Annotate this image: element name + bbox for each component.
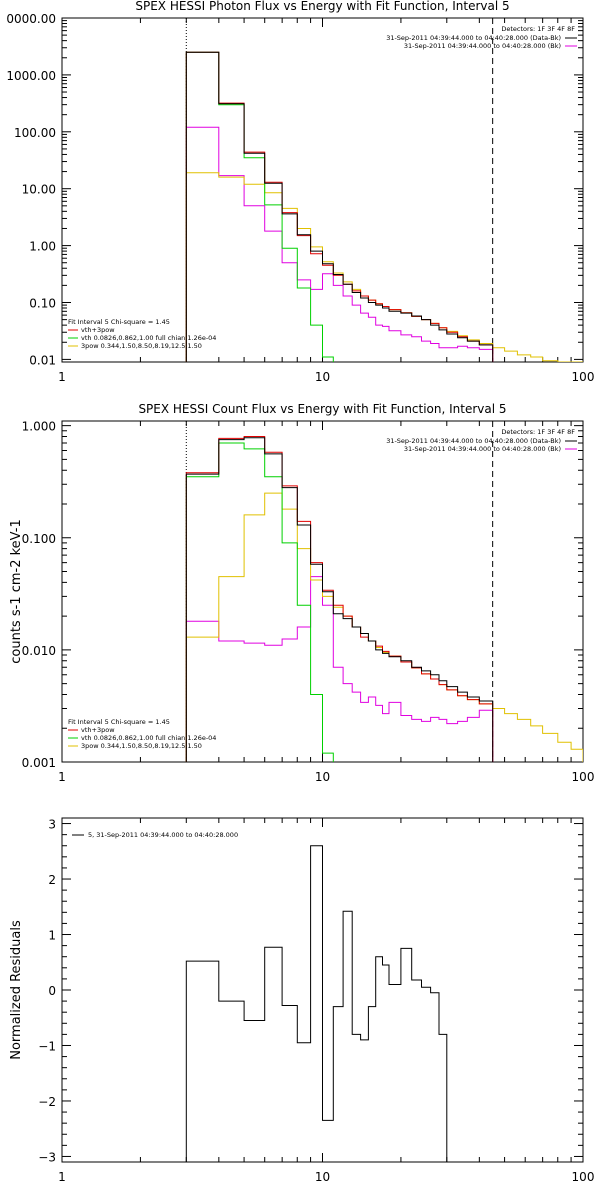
y-tick-label: 2	[48, 873, 56, 887]
y-tick-label: 0.01	[29, 353, 56, 367]
y-tick-label: 0.001	[22, 756, 56, 770]
legend-entry: 31-Sep-2011 04:39:44.000 to 04:40:28.000…	[404, 445, 561, 453]
fit-info-header: Fit Interval 5 Chi-square = 1.45	[68, 718, 170, 726]
series-group	[185, 51, 583, 362]
series-vth	[185, 442, 334, 762]
y-tick-label: 0.10	[29, 296, 56, 310]
y-axis-label: Normalized Residuals	[9, 920, 24, 1060]
fit-info-line: vth+3pow	[81, 326, 115, 334]
legend-header: Detectors: 1F 3F 4F 8F	[501, 428, 575, 436]
series-vth-3pow	[185, 51, 494, 362]
x-tick-label: 1	[58, 370, 66, 384]
legend-entry: 31-Sep-2011 04:39:44.000 to 04:40:28.000…	[386, 437, 561, 445]
chart-title: SPEX HESSI Count Flux vs Energy with Fit…	[138, 402, 506, 416]
x-tick-label: 10	[315, 770, 330, 784]
y-tick-label: 10.00	[22, 183, 56, 197]
chart-panel-3	[61, 817, 584, 1163]
fit-info-line: 3pow 0.344,1.50,8.50,8.19,12.5,1.50	[81, 342, 202, 350]
fit-info-header: Fit Interval 5 Chi-square = 1.45	[68, 318, 170, 326]
y-tick-label: −2	[38, 1095, 56, 1109]
y-tick-label: 100.00	[14, 126, 56, 140]
fit-info-line: vth 0.0826,0.862,1.00 full chian 1.26e-0…	[81, 734, 216, 742]
y-tick-label: 0000.00	[6, 12, 56, 26]
x-tick-label: 10	[315, 1170, 330, 1184]
legend-header: Detectors: 1F 3F 4F 8F	[501, 25, 575, 33]
chart-panel-2	[61, 420, 584, 763]
series-data-bk	[185, 51, 494, 362]
y-tick-label: 0.010	[22, 644, 56, 658]
series-vth	[185, 51, 334, 362]
y-tick-label: −1	[38, 1039, 56, 1053]
y-tick-label: 1000.00	[6, 69, 56, 83]
y-axis-label: counts s-1 cm-2 keV-1	[9, 519, 24, 664]
fit-info-line: 3pow 0.344,1.50,8.50,8.19,12.5,1.50	[81, 742, 202, 750]
plot-frame	[61, 17, 584, 363]
y-tick-label: 0.100	[22, 532, 56, 546]
series-group	[185, 845, 448, 1162]
chart-title: SPEX HESSI Photon Flux vs Energy with Fi…	[135, 0, 509, 13]
x-tick-label: 10	[315, 370, 330, 384]
y-tick-label: −3	[38, 1150, 56, 1164]
fit-info-line: vth 0.0826,0.862,1.00 full chian 1.26e-0…	[81, 334, 216, 342]
y-tick-label: 1.00	[29, 240, 56, 254]
series-vth-3pow	[185, 436, 494, 762]
series-group	[185, 436, 583, 762]
y-tick-label: 3	[48, 818, 56, 832]
x-tick-label: 100	[572, 1170, 595, 1184]
x-tick-label: 1	[58, 770, 66, 784]
y-tick-label: 1	[48, 929, 56, 943]
chart-panel-1	[61, 17, 584, 363]
series-3pow	[185, 172, 583, 362]
series-3pow	[185, 492, 583, 762]
legend-entry: 31-Sep-2011 04:39:44.000 to 04:40:28.000…	[404, 42, 561, 50]
legend-entry: 31-Sep-2011 04:39:44.000 to 04:40:28.000…	[386, 34, 561, 42]
series-bk	[185, 576, 494, 762]
legend-entry: 5, 31-Sep-2011 04:39:44.000 to 04:40:28.…	[88, 831, 238, 839]
x-tick-label: 100	[572, 770, 595, 784]
y-tick-label: 1.000	[22, 420, 56, 434]
x-tick-label: 100	[572, 370, 595, 384]
series-residuals	[185, 845, 448, 1162]
fit-info-line: vth+3pow	[81, 726, 115, 734]
y-tick-label: 0	[48, 984, 56, 998]
series-data-bk	[185, 437, 494, 762]
x-tick-label: 1	[58, 1170, 66, 1184]
